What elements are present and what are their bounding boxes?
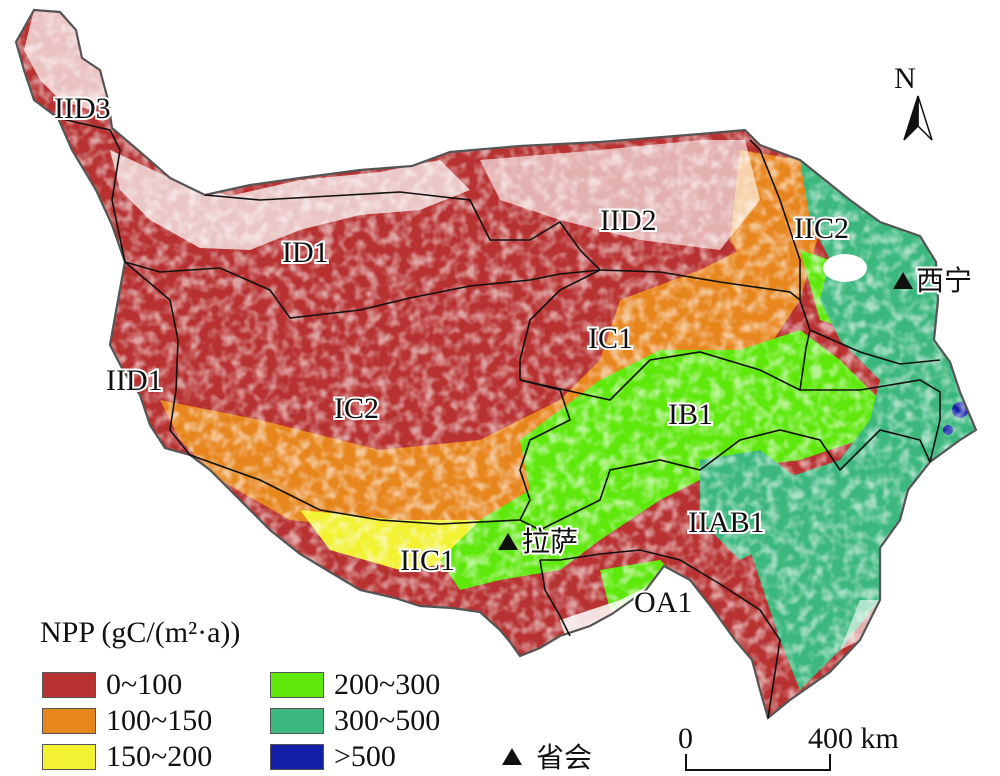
triangle-icon: [502, 747, 522, 765]
legend-swatch: [42, 744, 96, 770]
region-label-iid3: IID3: [54, 92, 111, 125]
legend: NPP (gC/(m²·a)) 0~100 100~150 150~200 20…: [40, 616, 480, 774]
region-label-ib1: IB1: [668, 398, 713, 431]
region-label-ic1: IC1: [588, 322, 633, 355]
region-label-iic1: IIC1: [400, 544, 455, 577]
scale-bar: 0 400 km: [678, 722, 948, 772]
legend-label: >500: [334, 740, 396, 773]
legend-swatch: [270, 744, 324, 770]
triangle-icon: [498, 533, 518, 550]
triangle-icon: [893, 272, 913, 289]
capital-xining: 西宁: [893, 262, 974, 299]
legend-label: 300~500: [334, 704, 441, 737]
region-label-oa1: OA1: [634, 586, 692, 619]
region-boundaries: [57, 117, 941, 719]
capital-key-label: 省会: [536, 741, 593, 774]
capital-label-xining: 西宁: [916, 264, 972, 297]
legend-item: 100~150: [42, 704, 212, 738]
legend-label: 100~150: [106, 704, 213, 737]
legend-title: NPP (gC/(m²·a)): [40, 616, 241, 649]
legend-swatch: [270, 708, 324, 734]
legend-swatch: [42, 672, 96, 698]
capital-lhasa: 拉萨: [498, 523, 580, 560]
legend-label: 0~100: [106, 668, 183, 701]
region-label-id1: ID1: [282, 236, 329, 269]
legend-item: 150~200: [42, 740, 212, 774]
legend-item: >500: [270, 740, 396, 774]
legend-swatch: [270, 672, 324, 698]
scale-start-label: 0: [678, 722, 693, 755]
region-label-iic2: IIC2: [794, 212, 849, 245]
region-label-iiab1: IIAB1: [688, 506, 765, 539]
scale-bar-line: [685, 754, 831, 771]
legend-item: 200~300: [270, 668, 440, 702]
capital-label-lhasa: 拉萨: [522, 525, 578, 558]
capital-key: 省会: [502, 736, 592, 776]
legend-label: 150~200: [106, 740, 213, 773]
region-label-ic2: IC2: [334, 392, 379, 425]
legend-item: 300~500: [270, 704, 440, 738]
legend-item: 0~100: [42, 668, 182, 702]
region-label-iid2: IID2: [600, 204, 657, 237]
legend-swatch: [42, 708, 96, 734]
region-label-iid1: IID1: [106, 364, 163, 397]
scale-end-label: 400 km: [808, 722, 899, 755]
north-label: N: [894, 62, 916, 95]
plateau-boundary: [14, 8, 978, 720]
north-arrow-icon: N: [894, 62, 933, 141]
legend-label: 200~300: [334, 668, 441, 701]
